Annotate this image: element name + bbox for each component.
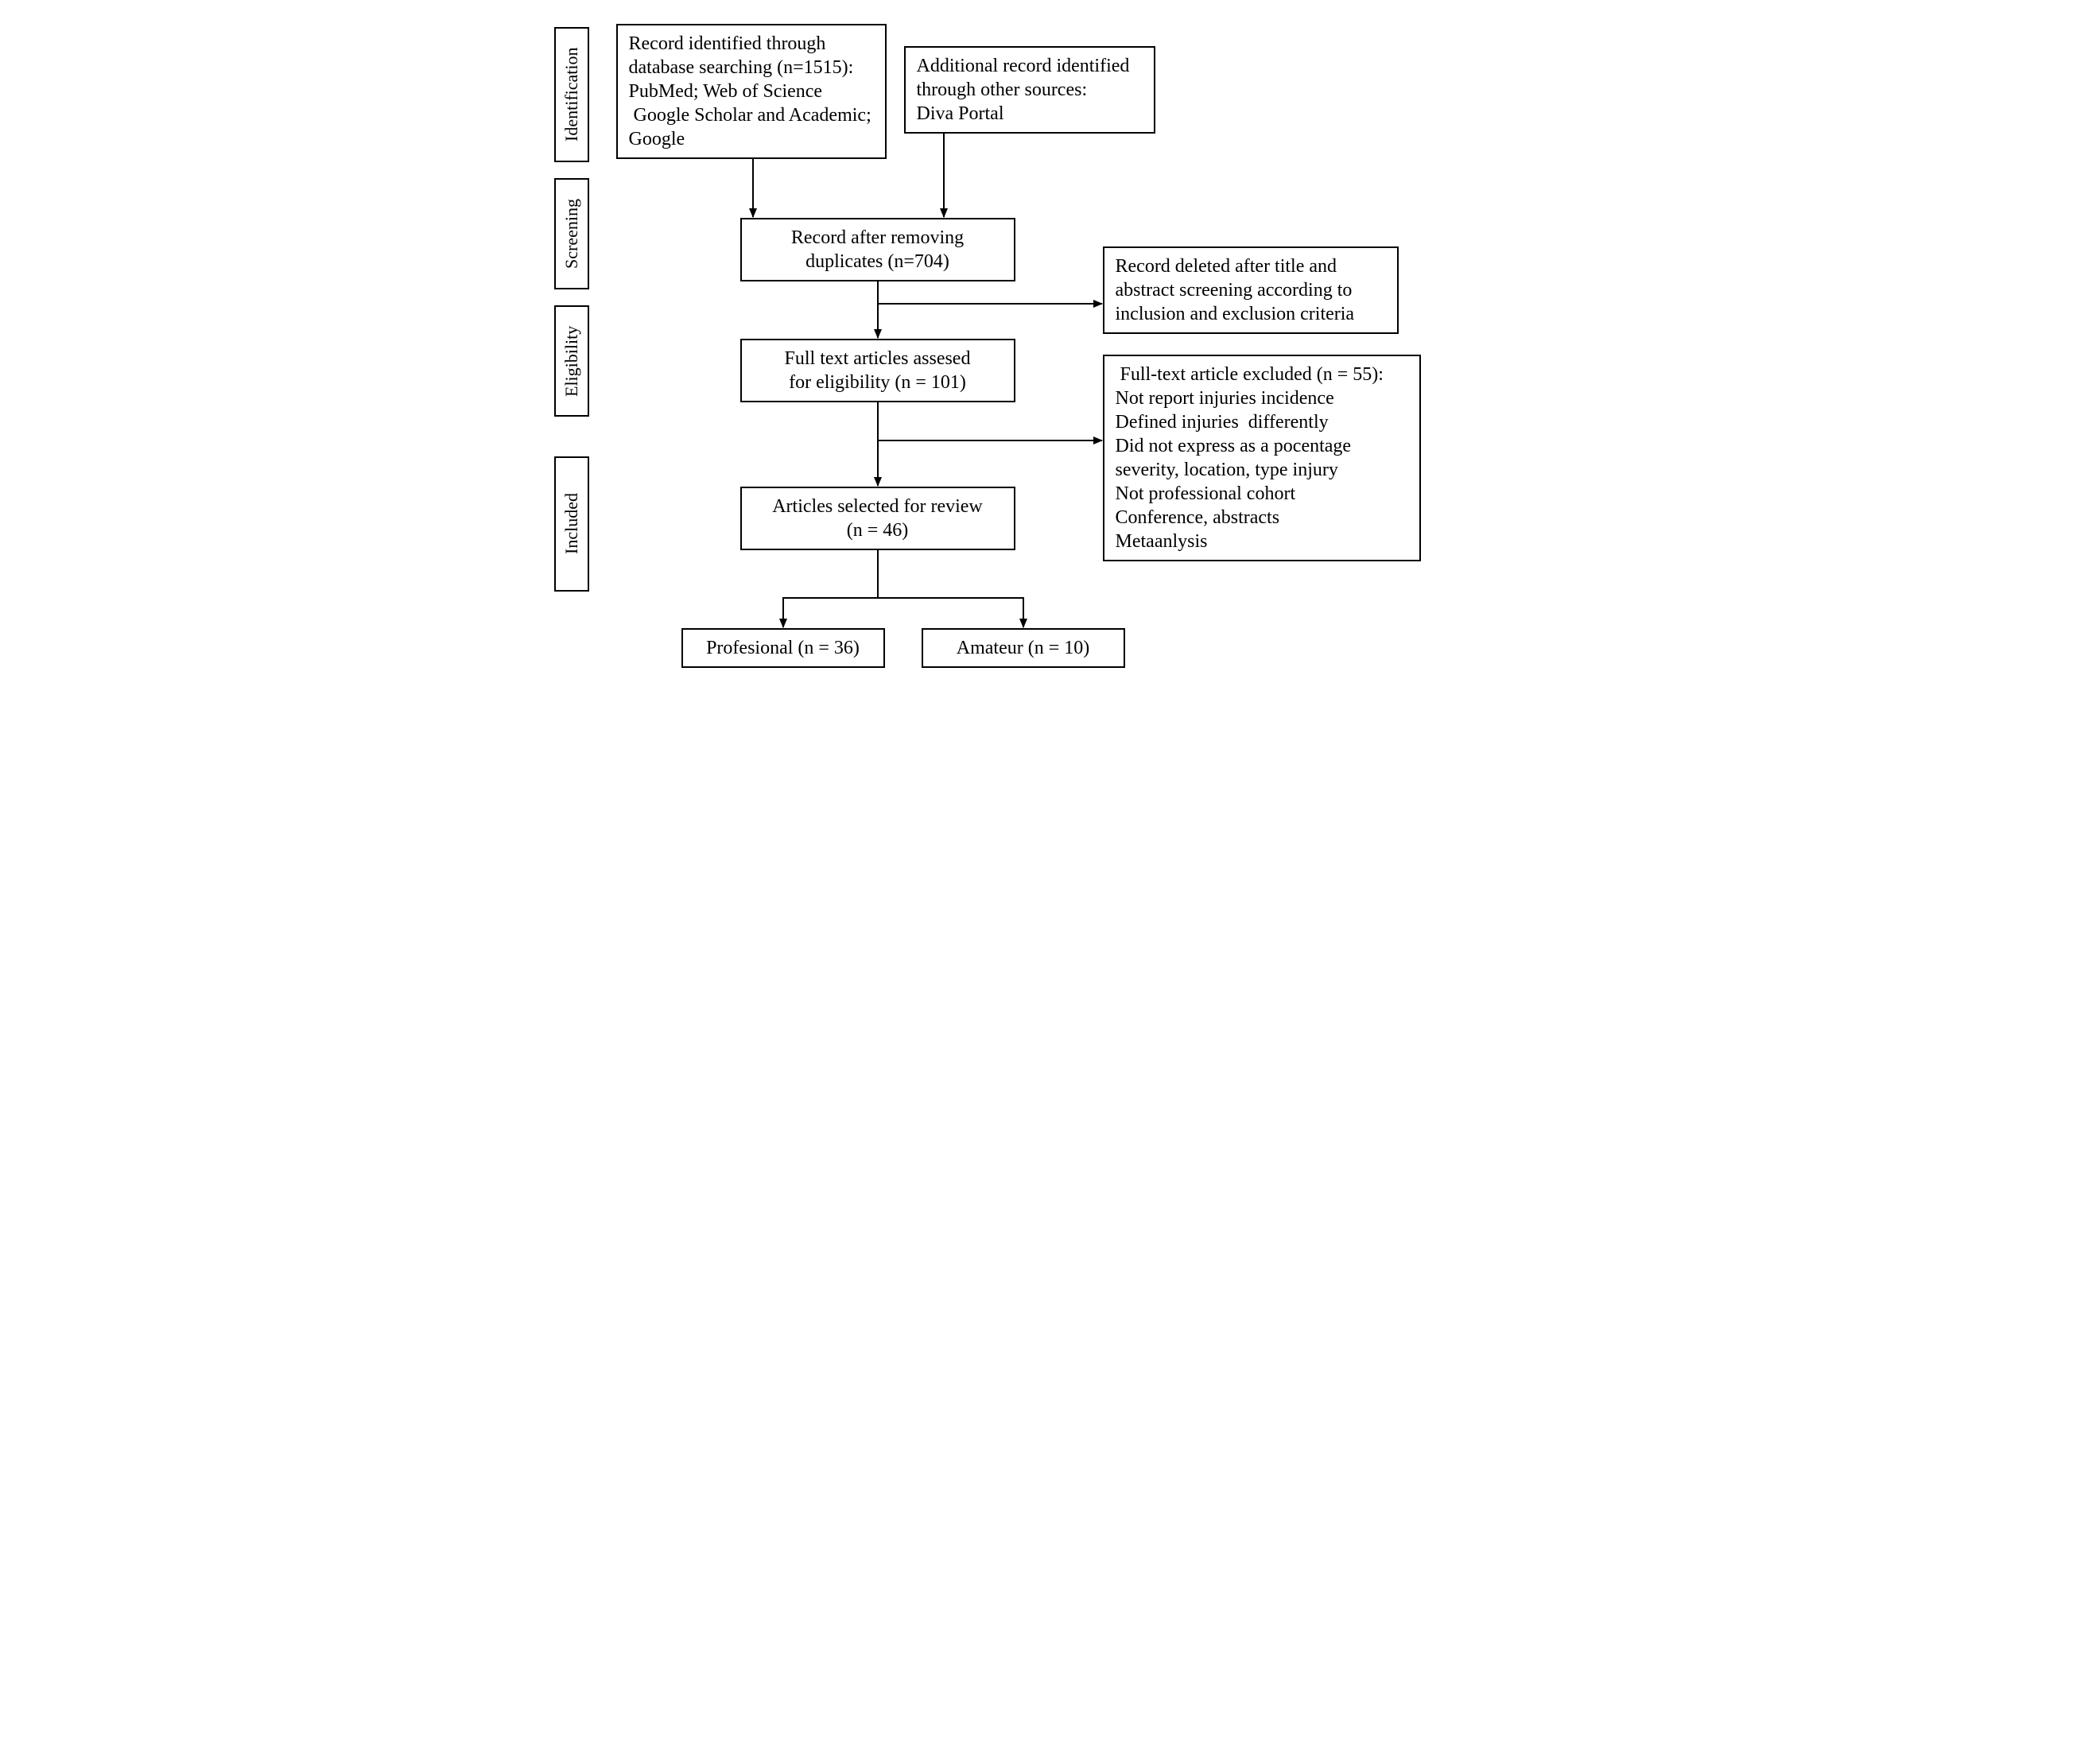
node-amateur: Amateur (n = 10): [922, 628, 1125, 668]
node-fulltext-excl: Full-text article excluded (n = 55): Not…: [1103, 355, 1421, 561]
edge-split-amateur: [878, 598, 1023, 627]
node-fulltext: Full text articles assesed for eligibili…: [740, 339, 1015, 402]
node-professional: Profesional (n = 36): [681, 628, 885, 668]
node-dedup: Record after removing duplicates (n=704): [740, 218, 1015, 281]
flowchart-canvas: Identification Screening Eligibility Includ…: [546, 16, 1555, 860]
stage-eligibility: Eligibility: [554, 305, 589, 417]
node-db-search: Record identified through database searc…: [616, 24, 887, 159]
stage-screening: Screening: [554, 178, 589, 289]
node-selected: Articles selected for review (n = 46): [740, 487, 1015, 550]
node-title-abstract-excl: Record deleted after title and abstract …: [1103, 246, 1399, 334]
node-other-sources: Additional record identified through oth…: [904, 46, 1155, 134]
stage-included: Included: [554, 456, 589, 592]
edge-split-professional: [783, 598, 878, 627]
stage-identification: Identification: [554, 27, 589, 162]
